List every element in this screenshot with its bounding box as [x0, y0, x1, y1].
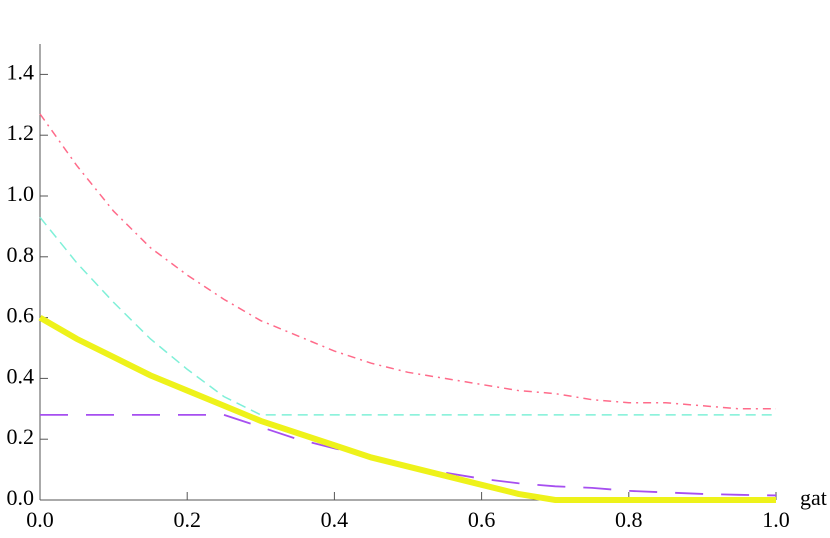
- series-line: [40, 413, 777, 497]
- y-tick-label: 0.0: [7, 485, 35, 510]
- y-tick-label: 1.0: [7, 181, 35, 206]
- y-tick-label: 1.2: [7, 120, 35, 145]
- x-tick-label: 0.4: [321, 507, 349, 532]
- x-tick-label: 0.2: [173, 507, 201, 532]
- y-tick-label: 0.2: [7, 424, 35, 449]
- x-tick-label: 1.0: [762, 507, 790, 532]
- series-line: [39, 113, 776, 410]
- y-tick-label: 1.4: [7, 59, 35, 84]
- x-tick-label: 0.0: [26, 507, 54, 532]
- series-line: [38, 315, 776, 503]
- series-line: [39, 216, 776, 416]
- y-tick-label: 0.8: [7, 242, 35, 267]
- x-tick-label: 0.8: [615, 507, 643, 532]
- y-tick-label: 0.4: [7, 363, 35, 388]
- y-tick-label: 0.6: [7, 303, 35, 328]
- x-axis-label: gat: [800, 485, 827, 510]
- x-tick-label: 0.6: [468, 507, 496, 532]
